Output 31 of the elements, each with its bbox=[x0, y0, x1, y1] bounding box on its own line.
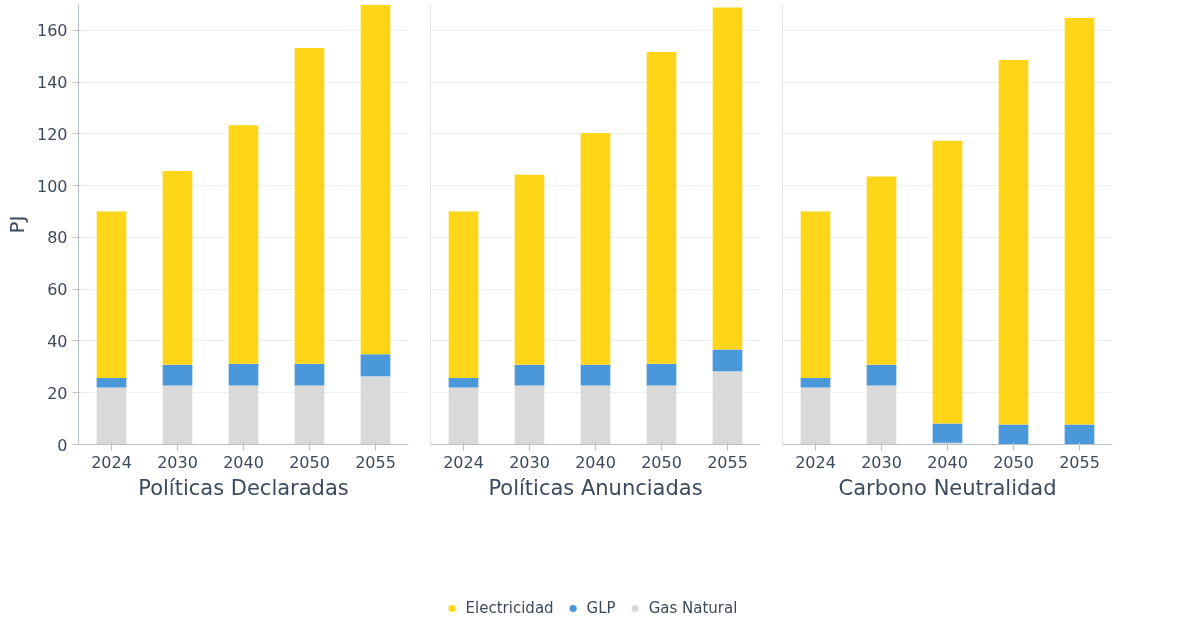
y-axis-title: PJ bbox=[4, 215, 29, 234]
x-tick-label: 2030 bbox=[861, 452, 902, 472]
x-tick-label: 2055 bbox=[1059, 452, 1100, 472]
y-tick-label: 0 bbox=[57, 435, 68, 455]
x-tick-label: 2050 bbox=[641, 452, 682, 472]
x-axis-title: Políticas Anunciadas bbox=[488, 475, 703, 500]
y-tick-label: 120 bbox=[36, 124, 68, 144]
x-tick-label: 2030 bbox=[509, 452, 550, 472]
x-axis-title: Carbono Neutralidad bbox=[838, 475, 1057, 500]
y-tick-label: 100 bbox=[36, 176, 68, 196]
x-tick-label: 2040 bbox=[575, 452, 616, 472]
x-tick-label: 2040 bbox=[927, 452, 968, 472]
x-axis-title: Políticas Declaradas bbox=[138, 475, 349, 500]
y-tick-label: 160 bbox=[36, 21, 68, 41]
x-tick-label: 2024 bbox=[91, 452, 132, 472]
y-tick-label: 40 bbox=[47, 331, 68, 351]
x-tick-label: 2050 bbox=[993, 452, 1034, 472]
x-tick-label: 2050 bbox=[289, 452, 330, 472]
y-tick-label: 140 bbox=[36, 73, 68, 93]
legend-label: Gas Natural bbox=[648, 599, 738, 617]
y-tick-label: 20 bbox=[47, 383, 68, 403]
x-tick-label: 2040 bbox=[223, 452, 264, 472]
x-tick-label: 2055 bbox=[355, 452, 396, 472]
x-tick-label: 2024 bbox=[795, 452, 836, 472]
x-tick-label: 2055 bbox=[707, 452, 748, 472]
x-tick-label: 2030 bbox=[157, 452, 198, 472]
x-tick-label: 2024 bbox=[443, 452, 484, 472]
y-tick-label: 60 bbox=[47, 280, 68, 300]
y-tick-label: 80 bbox=[47, 228, 68, 248]
legend-label: GLP bbox=[586, 599, 616, 617]
legend-label: Electricidad bbox=[465, 599, 554, 617]
